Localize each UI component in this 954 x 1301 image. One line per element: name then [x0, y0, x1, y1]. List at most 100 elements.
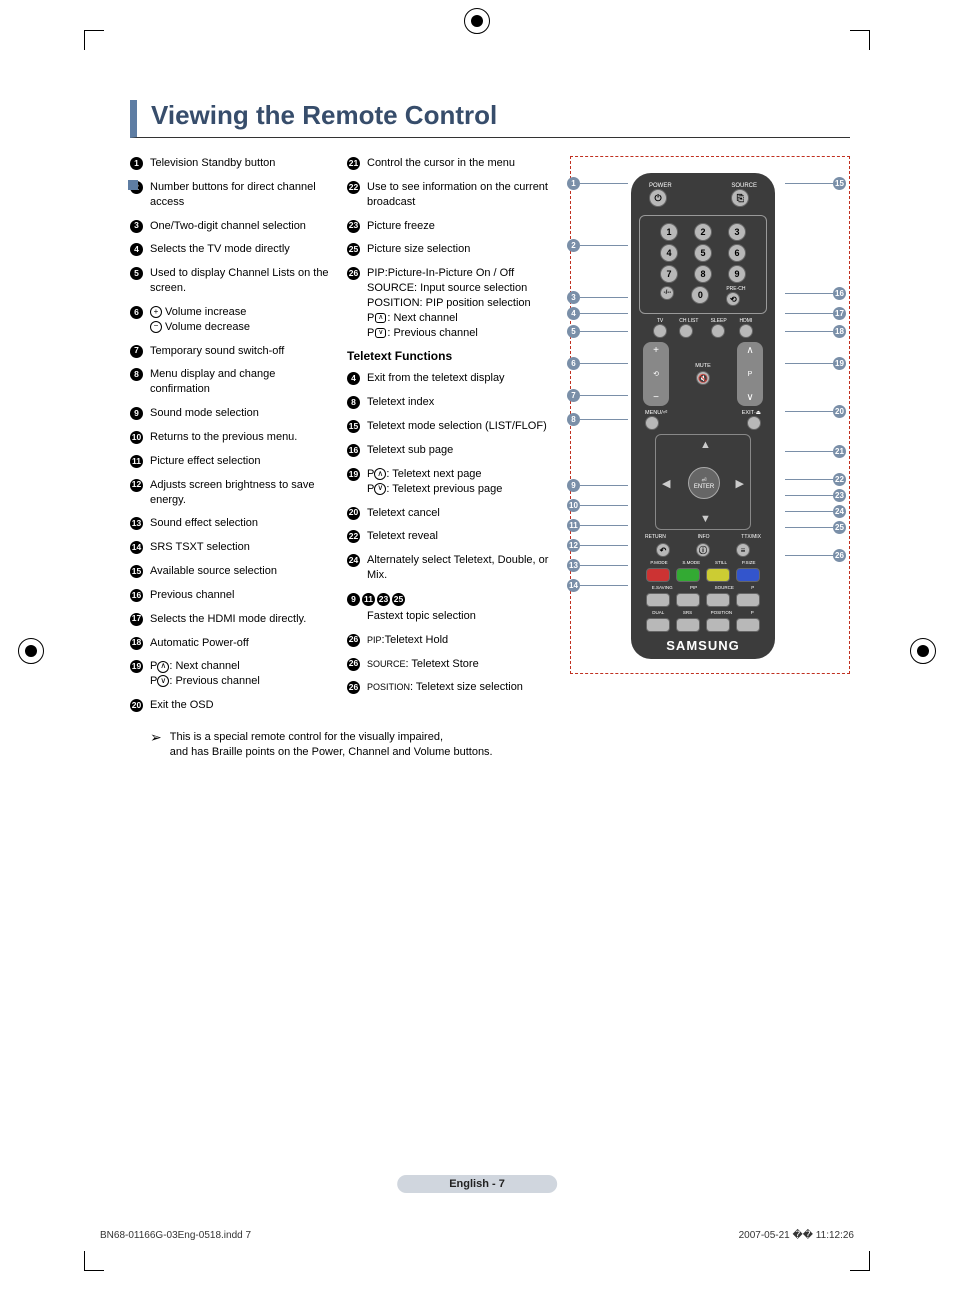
item-text: Picture effect selection	[150, 454, 335, 469]
yellow-button	[706, 568, 730, 582]
callout-line	[580, 363, 628, 364]
note-text: This is a special remote control for the…	[170, 730, 493, 761]
list-item: 26 PIP:Teletext Hold	[347, 633, 552, 648]
callout-left-10: 10	[567, 499, 580, 512]
item-text: Use to see information on the current br…	[367, 180, 552, 210]
item-number-badge: 19	[130, 660, 143, 673]
item-text: Picture freeze	[367, 219, 552, 234]
callout-left-13: 13	[567, 559, 580, 572]
list-item: 23 Picture freeze	[347, 219, 552, 234]
item-text: Exit from the teletext display	[367, 371, 552, 386]
item-number-badge: 23	[377, 593, 390, 606]
item-text: Sound effect selection	[150, 516, 335, 531]
item-number-badge: 26	[347, 634, 360, 647]
callout-right-20: 20	[833, 405, 846, 418]
callout-right-16: 16	[833, 287, 846, 300]
note-icon: ➢	[150, 728, 162, 761]
sleep-button	[711, 324, 725, 338]
item-number-badge: 8	[347, 396, 360, 409]
list-item: 4Exit from the teletext display	[347, 371, 552, 386]
callout-line	[785, 411, 833, 412]
list-item: 11 Picture effect selection	[130, 454, 335, 469]
callout-left-9: 9	[567, 479, 580, 492]
digit-3: 3	[728, 223, 746, 241]
item-text: Picture size selection	[367, 242, 552, 257]
digit-0: 0	[691, 286, 709, 304]
func-button	[736, 618, 760, 632]
item-text: Previous channel	[150, 588, 335, 603]
remote-dashed-box: POWER ⏻ SOURCE ⎘ 123 456 789 -/-- 0 PRE-…	[570, 156, 850, 674]
list-item: 14SRS TSXT selection	[130, 540, 335, 555]
callout-line	[785, 555, 833, 556]
digit-9: 9	[728, 265, 746, 283]
ttx-button: ≡	[736, 543, 750, 557]
list-item: 4 Selects the TV mode directly	[130, 242, 335, 257]
item-number-badge: 22	[347, 181, 360, 194]
callout-right-17: 17	[833, 307, 846, 320]
callout-line	[785, 293, 833, 294]
item-number-badge: 15	[347, 420, 360, 433]
callout-line	[580, 395, 628, 396]
list-item: 20Exit the OSD	[130, 698, 335, 713]
callout-line	[785, 527, 833, 528]
list-item: 17Selects the HDMI mode directly.	[130, 612, 335, 627]
bottom-button-rows: RETURNINFOTTX/MIX ↶ ⓘ ≡ P.MODES.MODESTIL…	[639, 534, 767, 632]
callout-line	[580, 245, 628, 246]
list-item: 8Teletext index	[347, 395, 552, 410]
item-text: P∧: Next channel P∨: Previous channel	[150, 659, 335, 689]
func-button	[646, 618, 670, 632]
list-item: 15Available source selection	[130, 564, 335, 579]
item-number-badge: 23	[347, 220, 360, 233]
func-button	[646, 593, 670, 607]
page-title: Viewing the Remote Control	[151, 100, 850, 131]
item-number-badge: 5	[130, 267, 143, 280]
item-text: Automatic Power-off	[150, 636, 335, 651]
list-item: 18Automatic Power-off	[130, 636, 335, 651]
item-number-badge: 8	[130, 368, 143, 381]
item-number-badge: 14	[130, 541, 143, 554]
callout-line	[580, 419, 628, 420]
item-number-badge: 26	[347, 658, 360, 671]
callout-left-4: 4	[567, 307, 580, 320]
callout-line	[580, 585, 628, 586]
digit-5: 5	[694, 244, 712, 262]
item-number-badge: 26	[347, 267, 360, 280]
return-button: ↶	[656, 543, 670, 557]
middle-column: 21Control the cursor in the menu 22Use t…	[347, 156, 552, 722]
item-number-badge: 25	[347, 243, 360, 256]
volume-rocker: +⟲−	[643, 342, 669, 406]
list-item: 26POSITION: Teletext size selection	[347, 680, 552, 695]
crop-mark	[84, 30, 104, 50]
item-text: Selects the TV mode directly	[150, 242, 335, 257]
digit-1: 1	[660, 223, 678, 241]
item-number-badge: 1	[130, 157, 143, 170]
callout-left-8: 8	[567, 413, 580, 426]
accessibility-note: ➢ This is a special remote control for t…	[150, 730, 850, 761]
callout-line	[580, 545, 628, 546]
registration-mark-left	[18, 638, 44, 664]
item-text: Teletext sub page	[367, 443, 552, 458]
callout-right-23: 23	[833, 489, 846, 502]
item-number-badge: 3	[130, 220, 143, 233]
callout-line	[785, 479, 833, 480]
hdmi-button	[739, 324, 753, 338]
title-wrap: Viewing the Remote Control	[130, 100, 850, 138]
item-text: Menu display and change confirmation	[150, 367, 335, 397]
callout-line	[785, 363, 833, 364]
item-number-badge: 25	[392, 593, 405, 606]
item-number-badge: 26	[347, 681, 360, 694]
list-item: 13Sound effect selection	[130, 516, 335, 531]
item-text: Teletext cancel	[367, 506, 552, 521]
item-number-badge: 11	[130, 455, 143, 468]
item-number-badge: 16	[347, 444, 360, 457]
dash-button: -/--	[660, 286, 674, 300]
item-number-badge: 9	[130, 407, 143, 420]
footer: BN68-01166G-03Eng-0518.indd 7 2007-05-21…	[100, 1230, 854, 1241]
digit-2: 2	[694, 223, 712, 241]
crop-mark	[850, 30, 870, 50]
item-number-badge: 4	[130, 243, 143, 256]
callout-line	[580, 565, 628, 566]
page-content: Viewing the Remote Control 1Television S…	[130, 100, 850, 761]
channel-rocker: ∧P∨	[737, 342, 763, 406]
item-text: PIP:Teletext Hold	[367, 633, 552, 648]
